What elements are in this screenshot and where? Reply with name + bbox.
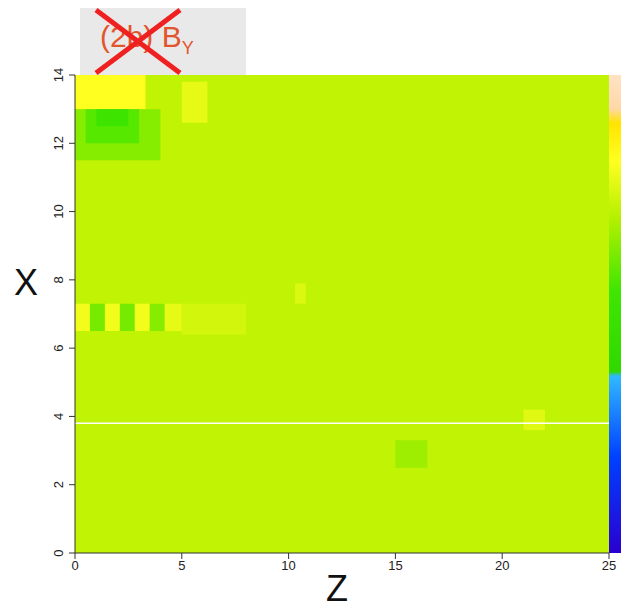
svg-text:12: 12 — [51, 136, 66, 150]
svg-text:25: 25 — [602, 558, 616, 573]
svg-text:5: 5 — [178, 558, 185, 573]
svg-text:10: 10 — [281, 558, 295, 573]
svg-text:20: 20 — [495, 558, 509, 573]
svg-text:10: 10 — [51, 204, 66, 218]
svg-text:0: 0 — [71, 558, 78, 573]
html-text:X: X — [14, 262, 38, 303]
svg-text:8: 8 — [51, 276, 66, 283]
svg-text:0: 0 — [51, 549, 66, 556]
html-text:Z: Z — [326, 568, 348, 609]
svg-text:15: 15 — [388, 558, 402, 573]
html-text:(2b) BY: (2b) BY — [100, 20, 194, 58]
svg-text:4: 4 — [51, 413, 66, 420]
svg-text:14: 14 — [51, 68, 66, 82]
svg-text:6: 6 — [51, 345, 66, 352]
svg-text:2: 2 — [51, 481, 66, 488]
